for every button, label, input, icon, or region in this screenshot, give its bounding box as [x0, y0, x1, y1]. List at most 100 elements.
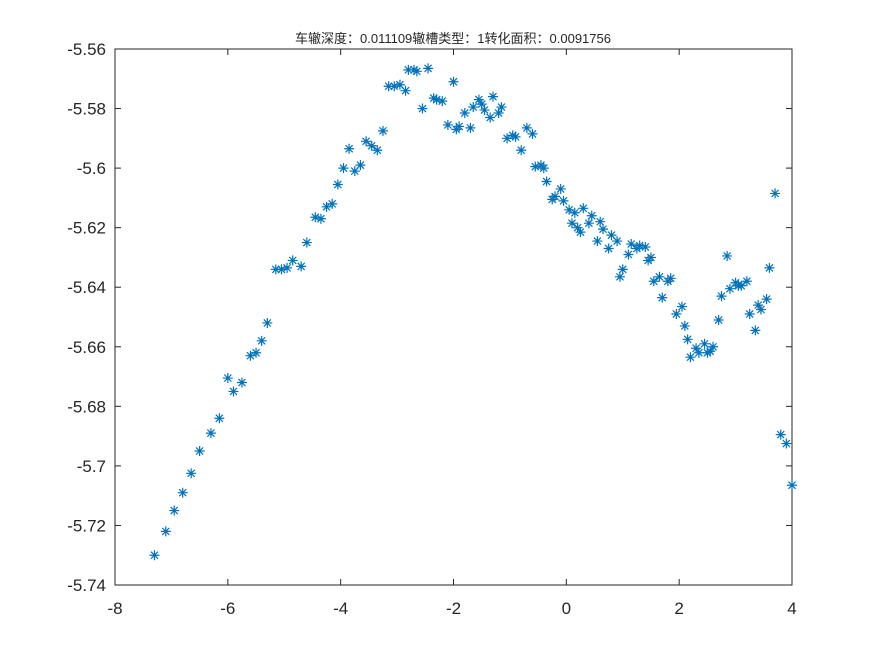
data-point	[744, 309, 755, 320]
y-tick-label: -5.56	[67, 40, 106, 59]
data-point	[149, 550, 160, 561]
y-tick-label: -5.62	[67, 219, 106, 238]
data-point	[724, 283, 735, 294]
data-point	[270, 264, 281, 275]
data-point	[527, 128, 538, 139]
data-point	[349, 166, 360, 177]
data-point	[487, 91, 498, 102]
y-tick-label: -5.66	[67, 338, 106, 357]
data-point	[676, 301, 687, 312]
data-point	[361, 136, 372, 147]
data-point	[708, 341, 719, 352]
data-point	[699, 338, 710, 349]
data-point	[400, 85, 411, 96]
data-point	[592, 236, 603, 247]
data-point	[214, 413, 225, 424]
data-point	[465, 122, 476, 133]
data-point	[555, 183, 566, 194]
data-point	[507, 130, 518, 141]
data-point	[586, 210, 597, 221]
data-point	[383, 81, 394, 92]
data-point	[493, 108, 504, 119]
data-point	[640, 242, 651, 253]
data-point	[310, 212, 321, 223]
data-point	[679, 320, 690, 331]
data-point	[671, 309, 682, 320]
data-point	[454, 121, 465, 132]
data-point	[355, 160, 366, 171]
data-point	[770, 188, 781, 199]
x-tick-label: -6	[220, 599, 235, 618]
data-point	[705, 346, 716, 357]
data-point	[550, 191, 561, 202]
x-tick-label: 4	[787, 599, 796, 618]
data-point	[332, 179, 343, 190]
data-point	[665, 273, 676, 284]
data-point	[781, 438, 792, 449]
data-point	[645, 252, 656, 263]
data-point	[442, 119, 453, 130]
data-point	[691, 343, 702, 354]
data-point	[575, 227, 586, 238]
data-point	[321, 201, 332, 212]
data-point	[654, 271, 665, 282]
data-point	[516, 145, 527, 156]
data-point	[377, 125, 388, 136]
x-tick-label: -2	[446, 599, 461, 618]
data-point	[693, 347, 704, 358]
y-tick-label: -5.58	[67, 100, 106, 119]
data-point	[583, 218, 594, 229]
data-point	[753, 300, 764, 311]
plot-area: -8 -6 -4 -2 0 2 4 -5.56 -5.58 -5.6 -5.62 -5.64 -5.6…	[67, 40, 797, 618]
data-point	[612, 236, 623, 247]
data-point	[222, 373, 233, 384]
data-point	[177, 487, 188, 498]
data-point	[411, 66, 422, 77]
x-tick-label: -4	[333, 599, 348, 618]
data-point	[634, 240, 645, 251]
data-point	[473, 94, 484, 105]
x-tick-label: 0	[562, 599, 571, 618]
data-point	[541, 176, 552, 187]
data-point	[764, 262, 775, 273]
y-axis: -5.56 -5.58 -5.6 -5.62 -5.64 -5.66 -5.68 -5.7 -5…	[67, 40, 792, 595]
data-point	[603, 243, 614, 254]
data-point	[787, 480, 797, 491]
y-tick-label: -5.7	[77, 457, 106, 476]
data-point	[287, 255, 298, 266]
data-point	[606, 230, 617, 241]
y-tick-label: -5.68	[67, 397, 106, 416]
data-point	[236, 377, 247, 388]
data-point	[538, 163, 549, 174]
data-point	[194, 446, 205, 456]
data-point	[448, 76, 459, 87]
data-point	[276, 264, 287, 275]
data-point	[296, 261, 307, 272]
data-point	[459, 108, 470, 119]
data-point	[572, 222, 583, 233]
data-point	[262, 317, 273, 328]
data-point	[315, 213, 326, 224]
data-point	[566, 218, 577, 229]
data-point	[623, 249, 634, 260]
data-point	[186, 468, 197, 479]
data-point	[160, 526, 171, 537]
data-point	[394, 79, 405, 90]
data-point	[423, 63, 434, 74]
data-point	[614, 271, 625, 282]
data-point	[682, 334, 693, 345]
y-tick-label: -5.72	[67, 516, 106, 535]
data-point	[327, 198, 338, 209]
data-point	[169, 505, 180, 516]
data-point	[626, 239, 637, 250]
data-point	[648, 276, 659, 287]
data-series	[149, 63, 797, 561]
data-point	[761, 294, 772, 305]
data-point	[228, 386, 239, 397]
x-tick-label: 2	[674, 599, 683, 618]
data-point	[431, 94, 442, 105]
data-point	[256, 335, 267, 346]
data-point	[485, 112, 496, 123]
